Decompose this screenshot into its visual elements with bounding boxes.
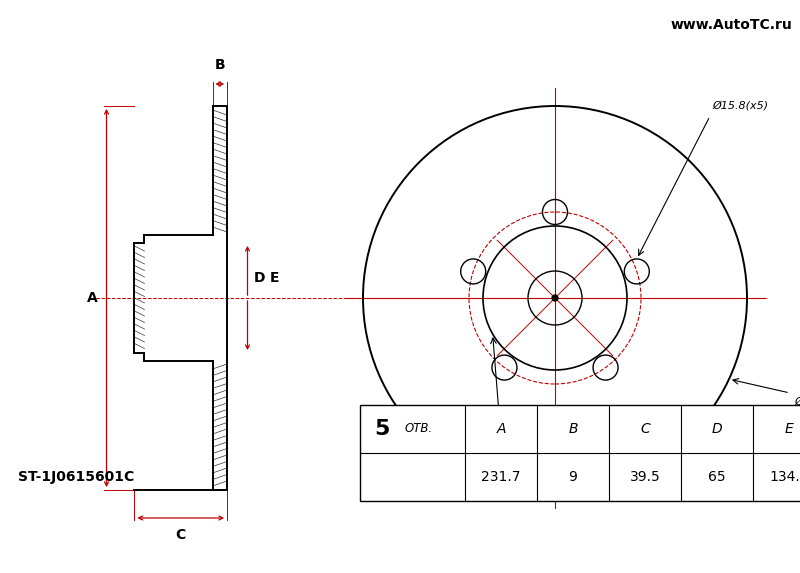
Text: B: B	[214, 58, 225, 72]
Text: E: E	[270, 271, 279, 285]
Text: 39.5: 39.5	[630, 470, 660, 484]
Text: C: C	[640, 422, 650, 436]
Text: 231.7: 231.7	[482, 470, 521, 484]
Text: 9: 9	[569, 470, 578, 484]
Text: D: D	[712, 422, 722, 436]
Text: www.AutoTC.ru: www.AutoTC.ru	[670, 18, 792, 32]
Text: E: E	[785, 422, 794, 436]
Text: 65: 65	[708, 470, 726, 484]
Text: 5: 5	[374, 419, 390, 439]
Text: Ø100: Ø100	[480, 432, 510, 442]
Text: Ø15.8(x5): Ø15.8(x5)	[712, 101, 768, 111]
Text: A: A	[87, 291, 98, 305]
Text: Ø6.6: Ø6.6	[794, 397, 800, 407]
Text: D: D	[254, 271, 265, 285]
Text: C: C	[176, 528, 186, 542]
Text: ОТВ.: ОТВ.	[405, 422, 433, 435]
Circle shape	[552, 295, 558, 301]
Text: 134.8: 134.8	[769, 470, 800, 484]
Bar	[360, 405, 800, 501]
Text: B: B	[568, 422, 578, 436]
Text: A: A	[496, 422, 506, 436]
Text: ST-1J0615601C: ST-1J0615601C	[18, 470, 134, 484]
